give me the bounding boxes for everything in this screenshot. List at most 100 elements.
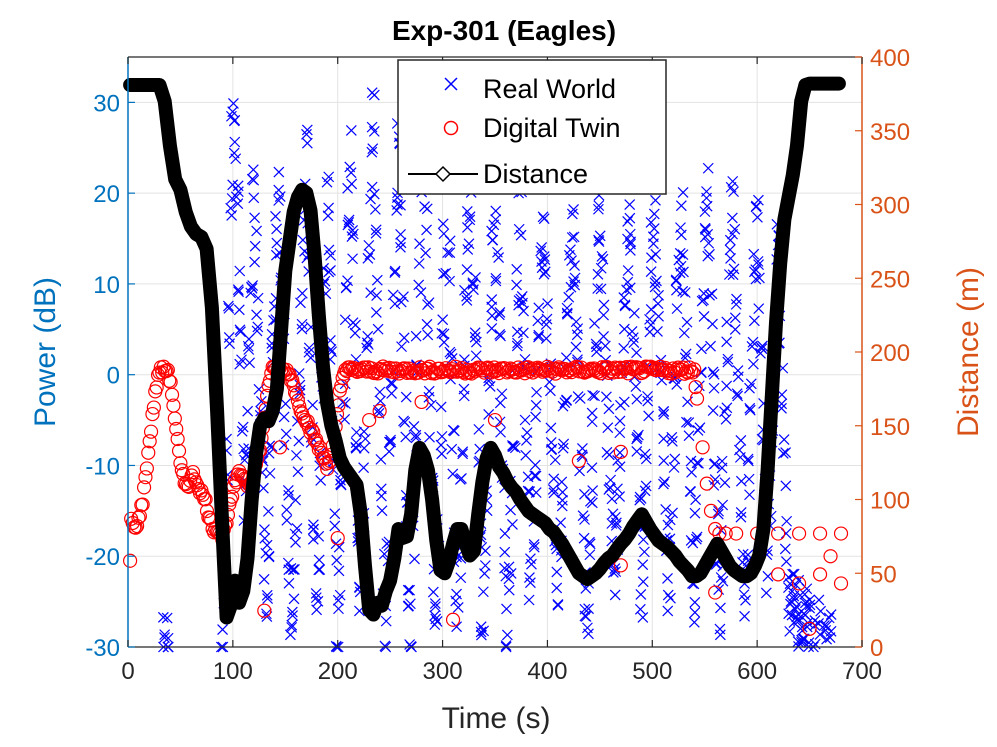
digital-twin-point xyxy=(348,363,363,378)
digital-twin-point xyxy=(445,612,461,627)
distance-point xyxy=(786,168,800,182)
real-world-point xyxy=(398,391,412,443)
distance-point xyxy=(303,203,318,218)
real-world-point xyxy=(494,388,508,438)
distance-point xyxy=(765,389,779,403)
real-world-point xyxy=(626,307,640,348)
real-world-point xyxy=(529,459,542,498)
real-world-point xyxy=(708,458,721,491)
real-world-point xyxy=(313,530,326,576)
real-world-point xyxy=(461,206,475,255)
real-world-point xyxy=(540,298,554,344)
distance-point xyxy=(354,507,368,521)
distance-point xyxy=(194,230,209,244)
real-world-point xyxy=(595,250,609,295)
legend: Real World Digital Twin Distance xyxy=(397,59,667,195)
digital-twin-point xyxy=(467,364,482,379)
real-world-point xyxy=(586,389,601,428)
real-world-point xyxy=(222,300,236,350)
real-world-point xyxy=(696,287,710,322)
real-world-point xyxy=(713,584,726,641)
distance-point xyxy=(813,76,827,91)
digital-twin-point xyxy=(142,434,157,449)
real-world-point xyxy=(556,476,568,512)
digital-twin-point xyxy=(622,360,637,375)
digital-twin-point xyxy=(823,549,838,564)
digital-twin-point xyxy=(718,526,733,541)
real-world-point xyxy=(289,494,303,548)
digital-twin-point xyxy=(812,526,828,541)
distance-point xyxy=(219,610,234,625)
real-world-point xyxy=(507,440,521,454)
real-world-point xyxy=(755,340,768,359)
real-world-point xyxy=(563,244,577,293)
real-world-point xyxy=(446,424,460,480)
real-world-point xyxy=(321,171,335,222)
real-world-point xyxy=(281,485,295,526)
real-world-point xyxy=(748,248,762,285)
distance-point xyxy=(282,234,297,249)
real-world-point xyxy=(486,219,500,246)
real-world-point xyxy=(701,162,714,212)
digital-twin-point xyxy=(695,440,710,455)
real-world-point xyxy=(727,223,741,281)
y-right-tick-label: 150 xyxy=(870,414,910,441)
digital-twin-point xyxy=(304,422,319,437)
distance-point xyxy=(475,475,490,489)
digital-twin-point xyxy=(791,576,807,591)
real-world-point xyxy=(450,588,464,633)
digital-twin-point xyxy=(162,373,177,388)
y-axis-left-label: Power (dB) xyxy=(29,277,62,427)
distance-point xyxy=(232,596,246,610)
distance-point xyxy=(210,404,224,418)
real-world-point xyxy=(358,426,371,474)
distance-point xyxy=(215,522,230,536)
distance-point xyxy=(404,507,418,521)
x-tick-label: 0 xyxy=(121,658,134,685)
digital-twin-point xyxy=(688,379,703,395)
digital-twin-point xyxy=(833,576,849,591)
real-world-point xyxy=(295,287,308,335)
distance-point xyxy=(316,360,330,374)
real-world-point xyxy=(691,422,706,469)
real-world-point xyxy=(561,291,575,320)
real-world-point xyxy=(584,462,599,509)
digital-twin-point xyxy=(129,518,145,534)
x-tick-label: 700 xyxy=(842,658,882,685)
digital-twin-point xyxy=(257,603,272,618)
digital-twin-point xyxy=(169,421,184,437)
x-tick-label: 100 xyxy=(213,658,253,685)
real-world-point xyxy=(624,236,636,294)
distance-point xyxy=(408,463,423,477)
real-world-point xyxy=(570,316,584,353)
real-world-point xyxy=(339,275,353,326)
digital-twin-point xyxy=(703,503,719,518)
real-world-point xyxy=(649,248,662,293)
distance-point xyxy=(454,522,469,536)
digital-twin-point xyxy=(287,385,303,400)
real-world-point xyxy=(249,212,263,268)
distance-point xyxy=(261,414,276,429)
distance-point xyxy=(366,607,381,622)
y-right-tick-label: 350 xyxy=(870,119,910,146)
real-world-point xyxy=(733,434,747,487)
real-world-point xyxy=(395,199,407,253)
digital-twin-point xyxy=(699,476,714,491)
distance-point xyxy=(236,584,251,598)
y-right-tick-label: 100 xyxy=(870,488,910,515)
x-axis-label: Time (s) xyxy=(442,702,551,735)
digital-twin-point xyxy=(330,530,345,546)
y-left-tick-label: 0 xyxy=(107,363,120,390)
real-world-point xyxy=(731,365,744,402)
distance-point xyxy=(307,249,322,263)
distance-point xyxy=(278,264,292,278)
digital-twin-point xyxy=(164,387,180,402)
real-world-point xyxy=(273,166,286,206)
real-world-point xyxy=(435,401,448,460)
distance-point xyxy=(446,537,460,551)
real-world-point xyxy=(647,194,661,243)
real-world-point xyxy=(429,598,443,631)
real-world-point xyxy=(721,316,734,368)
distance-point xyxy=(790,138,804,153)
distance-point xyxy=(773,256,787,271)
